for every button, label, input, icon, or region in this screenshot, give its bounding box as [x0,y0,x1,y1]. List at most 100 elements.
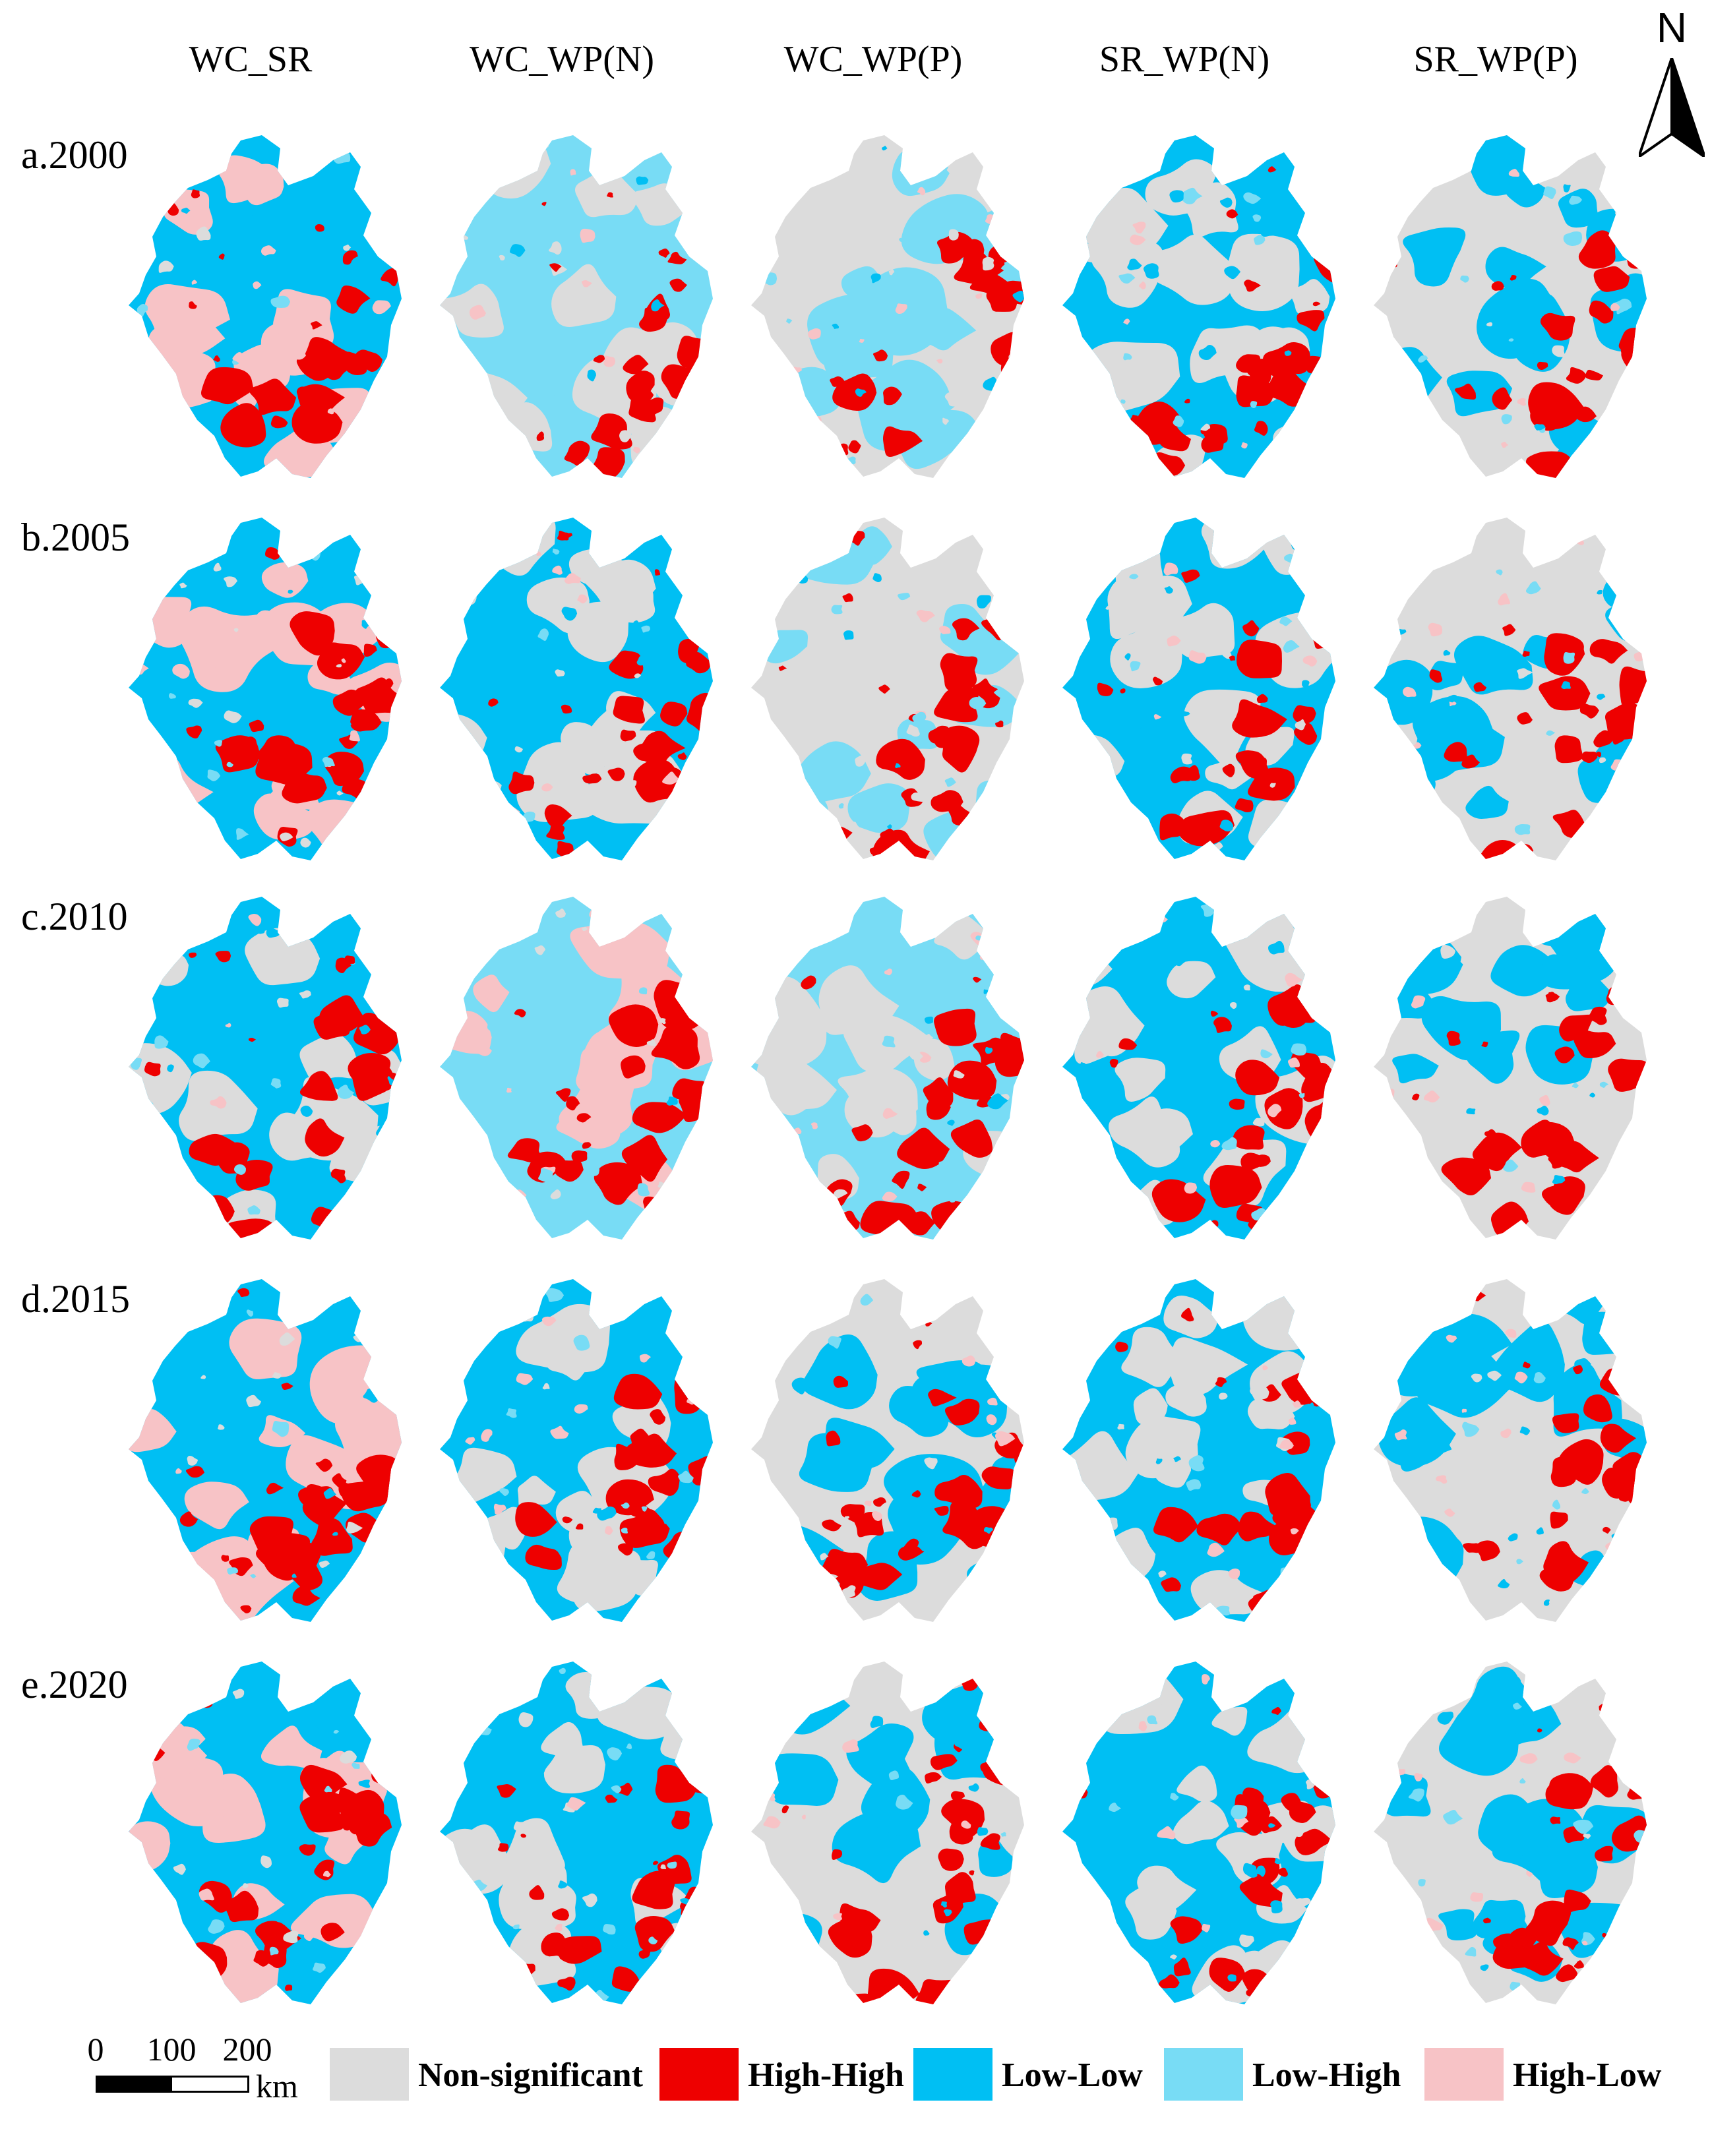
speckle-patch [544,1569,551,1576]
speckle-patch [264,547,280,560]
speckle-patch [246,1309,254,1317]
cluster-patch [1378,1397,1456,1467]
speckle-patch [1241,442,1248,449]
speckle-patch [654,569,661,576]
hotspot-patch [342,250,358,265]
speckle-patch [1293,1898,1312,1907]
speckle-patch [259,930,265,934]
speckle-patch [580,228,595,243]
speckle-patch [1140,727,1148,732]
hotspot-patch [324,752,364,787]
speckle-patch [351,1762,360,1769]
speckle-patch [662,771,680,785]
speckle-patch [1139,281,1146,289]
speckle-patch [1427,433,1438,442]
speckle-patch [1517,668,1534,679]
cluster-patch [751,788,828,860]
hotspot-patch [947,1060,997,1100]
speckle-patch [1508,338,1514,342]
speckle-patch [1473,682,1487,692]
speckle-patch [513,1821,530,1832]
speckle-patch [1007,1969,1024,1984]
speckle-patch [266,1482,284,1495]
hotspot-patch [971,678,998,700]
cluster-patch [229,1318,302,1379]
hotspot-patch [1289,1801,1316,1823]
hotspot-patch [1158,1974,1180,1989]
speckle-patch [1462,1422,1480,1437]
speckle-patch [864,1501,872,1507]
hotspot-patch [1264,1088,1303,1129]
speckle-patch [1620,1767,1637,1780]
hotspot-patch [305,1118,345,1157]
hotspot-patch [332,1473,347,1488]
speckle-patch [189,952,197,958]
map-wc-wp-p--2020 [721,1642,1051,2018]
speckle-patch [1009,927,1016,933]
speckle-patch [1388,1727,1402,1740]
hotspot-patch [880,828,901,846]
hotspot-patch [1233,1125,1265,1150]
speckle-patch [1384,1542,1397,1553]
speckle-patch [1608,401,1624,413]
speckle-patch [1118,1878,1124,1884]
cluster-patch [516,742,597,822]
speckle-patch [1602,1932,1608,1938]
speckle-patch [225,1023,231,1028]
legend-swatch-non-significant [330,2048,409,2101]
cluster-patch [559,1065,634,1140]
speckle-patch [783,1607,798,1622]
speckle-patch [1243,984,1250,991]
speckle-patch [169,995,179,1005]
cluster-patch [856,359,955,452]
speckle-patch [1501,414,1512,425]
row-label-2020: e.2020 [21,1663,128,1706]
speckle-patch [198,1888,214,1901]
speckle-patch [1491,281,1504,291]
speckle-patch [778,1689,785,1693]
hotspot-patch [544,804,572,829]
speckle-patch [1318,537,1328,543]
speckle-patch [167,1292,183,1304]
speckle-patch [299,990,311,999]
hotspot-patch [1573,1029,1616,1059]
speckle-patch [322,757,335,767]
speckle-patch [843,630,854,640]
speckle-patch [248,1037,257,1042]
speckle-patch [795,425,803,431]
hotspot-patch [634,1915,675,1952]
speckle-patch [276,1913,290,1925]
speckle-patch [781,1805,789,1814]
hotspot-patch [1463,1543,1479,1553]
speckle-patch [1107,827,1126,843]
hotspot-patch [633,759,684,803]
speckle-patch [1574,537,1585,545]
speckle-patch [315,1458,333,1472]
speckle-patch [1196,1743,1206,1752]
speckle-patch [446,1533,455,1541]
speckle-patch [1111,1086,1120,1094]
north-arrow: N [1635,7,1708,158]
speckle-patch [1577,1765,1587,1774]
speckle-patch [311,321,322,330]
speckle-patch [1307,1938,1319,1949]
cluster-patch [541,1331,583,1373]
hotspot-patch [636,731,686,766]
speckle-patch [760,1325,773,1334]
speckle-patch [193,1053,210,1069]
speckle-patch [1129,574,1139,580]
speckle-patch [353,574,368,585]
speckle-patch [977,1827,989,1836]
speckle-patch [272,1372,282,1379]
north-arrow-label: N [1656,4,1688,51]
cluster-patch [144,918,178,953]
speckle-patch [633,620,639,626]
hotspot-patch [1297,310,1325,332]
speckle-patch [640,448,659,464]
speckle-patch [1239,1934,1254,1948]
cluster-patch [1458,1666,1552,1740]
speckle-patch [1402,1221,1422,1236]
hotspot-patch [1178,810,1235,847]
speckle-patch [979,1718,996,1731]
hotspot-patch [324,1792,350,1813]
